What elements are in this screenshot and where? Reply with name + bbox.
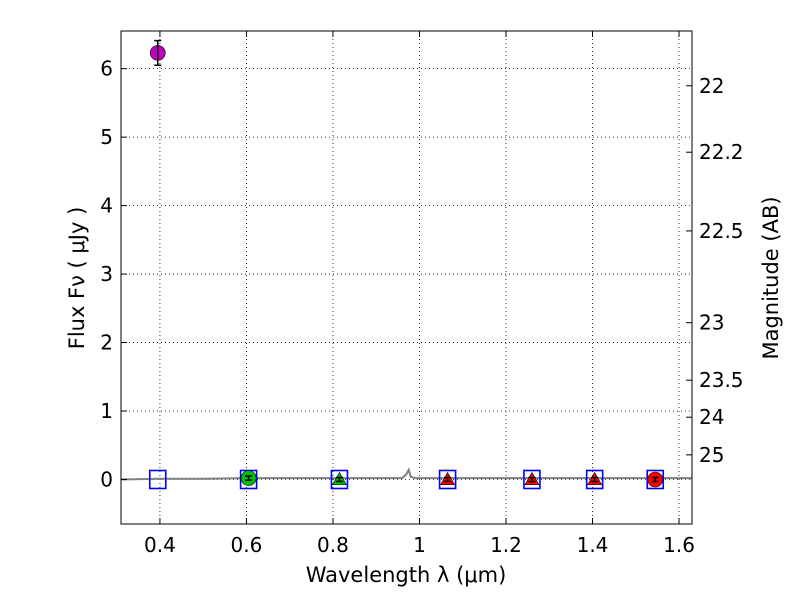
x-tick-label: 1.4 (577, 533, 609, 557)
model-square-marker (646, 469, 665, 490)
x-tick-label: 0.8 (317, 533, 349, 557)
y-tick-label: 1 (100, 399, 113, 423)
y2-tick-label: 22.5 (699, 219, 744, 243)
model-spectrum (120, 467, 692, 481)
y-tick-label: 2 (100, 331, 113, 355)
y-axis-label: Flux Fν ( μJy ) (65, 207, 89, 350)
model-square-marker (585, 469, 604, 490)
y-tick-label: 6 (100, 57, 113, 81)
x-tick-label: 0.4 (144, 533, 176, 557)
model-square-marker (438, 469, 457, 490)
y2-tick-label: 23 (699, 311, 724, 335)
y-tick-label: 4 (100, 194, 113, 218)
x-tick-label: 0.6 (231, 533, 263, 557)
grid (121, 31, 692, 524)
x-tick-label: 1.6 (663, 533, 695, 557)
y2-tick-label: 23.5 (699, 368, 744, 392)
spectrum-line (120, 467, 692, 481)
y2-tick-label: 22 (699, 74, 724, 98)
y2-tick-label: 22.2 (699, 140, 744, 164)
model-square-marker (330, 469, 349, 490)
model-square-marker (523, 469, 541, 490)
y2-tick-label: 25 (699, 443, 724, 467)
y-tick-label: 5 (100, 125, 113, 149)
y-tick-label: 3 (100, 262, 113, 286)
x-tick-label: 1.2 (490, 533, 522, 557)
y2-axis-label: Magnitude (AB) (759, 196, 783, 359)
model-square-marker (148, 469, 167, 490)
x-tick-label: 1 (413, 533, 426, 557)
x-axis-label: Wavelength λ (μm) (306, 563, 507, 587)
y2-tick-label: 24 (699, 405, 724, 429)
plot-frame (120, 30, 693, 525)
data-markers (148, 39, 665, 490)
ticks: 0.4 0.6 0.8 1 1.2 1.4 1.601234562222.222.52323… (100, 31, 744, 557)
y-tick-label: 0 (100, 467, 113, 491)
